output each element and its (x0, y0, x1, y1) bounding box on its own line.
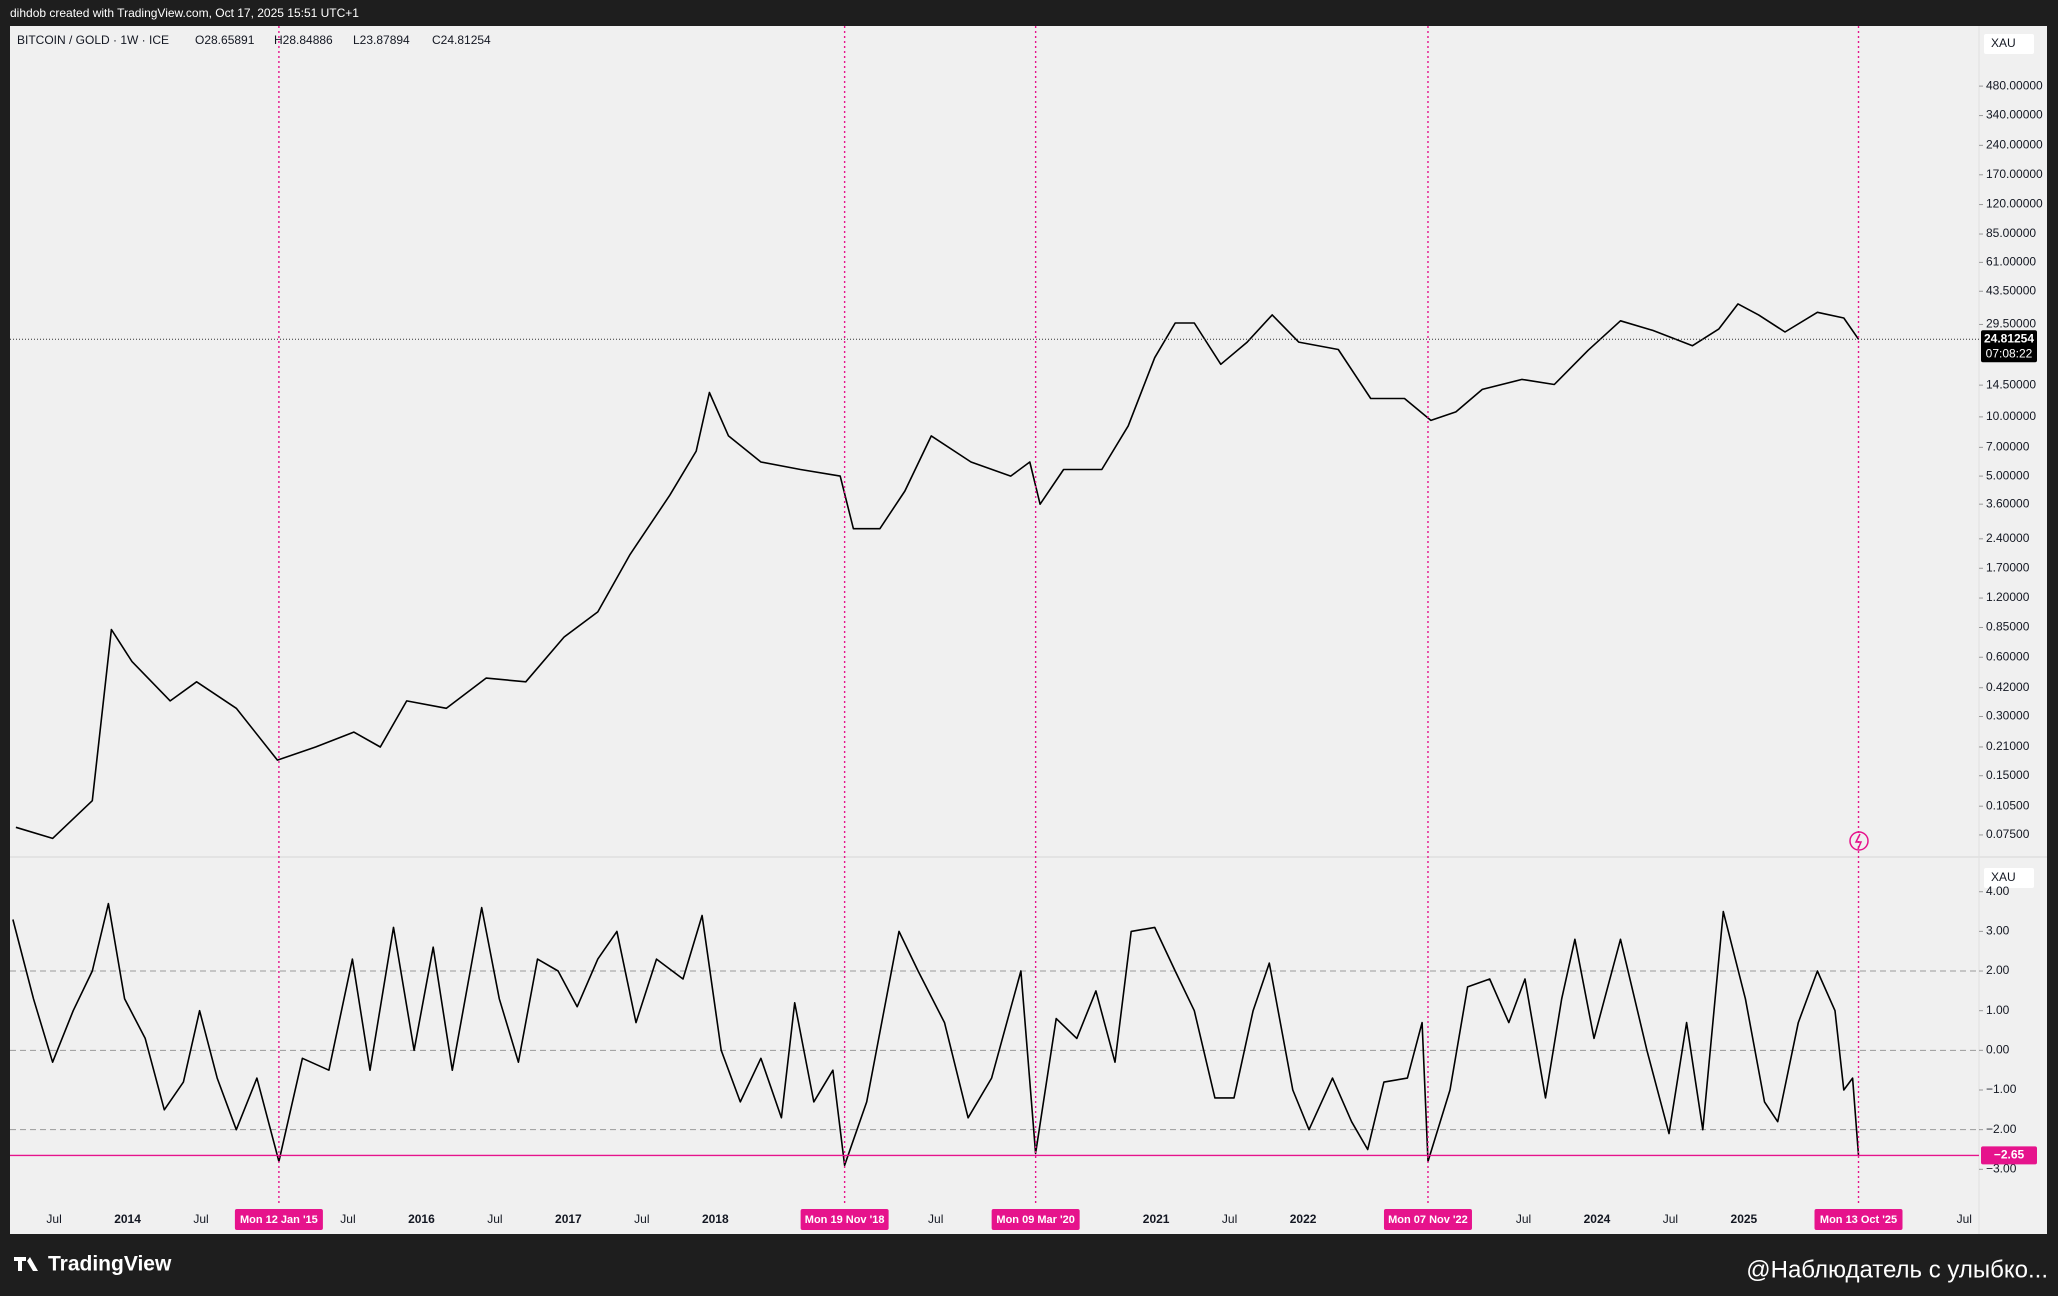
y-tick-label: −1.00 (1986, 1082, 2017, 1096)
x-tick-label: Jul (193, 1212, 208, 1226)
y-tick-label: 2.40000 (1986, 531, 2030, 545)
last-value-box (1981, 1146, 2037, 1165)
ohlc-value: C24.81254 (432, 33, 491, 47)
x-tick-label: 2025 (1731, 1212, 1758, 1226)
author: @Наблюдатель с улыбко... (1746, 1256, 2048, 1283)
y-tick-label: 0.15000 (1986, 768, 2030, 782)
x-tick-label: Jul (1516, 1212, 1531, 1226)
y-tick-label: 120.00000 (1986, 197, 2043, 211)
y-tick-label: 5.00000 (1986, 468, 2030, 482)
y-tick-label: 14.50000 (1986, 377, 2036, 391)
axis-unit-box (1984, 34, 2034, 54)
x-tick-label: Jul (1222, 1212, 1237, 1226)
date-marker-label: Mon 07 Nov '22 (1388, 1214, 1468, 1226)
x-tick-label: 2016 (408, 1212, 435, 1226)
y-tick-label: 0.42000 (1986, 680, 2030, 694)
axis-unit: XAU (1991, 36, 2016, 50)
y-tick-label: 61.00000 (1986, 255, 2036, 269)
header: dihdob created with TradingView.com, Oct… (10, 6, 359, 20)
date-marker-label: Mon 19 Nov '18 (805, 1214, 885, 1226)
y-tick-label: 29.50000 (1986, 317, 2036, 331)
x-tick-label: Jul (487, 1212, 502, 1226)
y-tick-label: 1.00 (1986, 1003, 2010, 1017)
y-tick-label: 1.70000 (1986, 560, 2030, 574)
x-tick-label: Jul (1663, 1212, 1678, 1226)
y-tick-label: 4.00 (1986, 884, 2010, 898)
y-tick-label: 170.00000 (1986, 167, 2043, 181)
axis-unit: XAU (1991, 870, 2016, 884)
ohlc-value: L23.87894 (353, 33, 410, 47)
y-tick-label: 7.00000 (1986, 440, 2030, 454)
x-tick-label: Jul (928, 1212, 943, 1226)
y-tick-label: 2.00 (1986, 963, 2010, 977)
chart-area (10, 26, 2047, 1234)
y-tick-label: 240.00000 (1986, 138, 2043, 152)
ohlc-value: H28.84886 (274, 33, 333, 47)
x-tick-label: 2014 (114, 1212, 141, 1226)
y-tick-label: 0.10500 (1986, 798, 2030, 812)
y-tick-label: 0.07500 (1986, 827, 2030, 841)
brand-logo (14, 1257, 38, 1271)
date-marker-box (234, 1209, 323, 1230)
x-tick-label: 2022 (1290, 1212, 1317, 1226)
y-tick-label: 10.00000 (1986, 409, 2036, 423)
last-value-box (1981, 330, 2037, 363)
x-tick-label: 2017 (555, 1212, 582, 1226)
x-tick-label: 2018 (702, 1212, 729, 1226)
y-tick-label: 340.00000 (1986, 108, 2043, 122)
y-tick-label: −3.00 (1986, 1161, 2017, 1175)
y-tick-label: 0.21000 (1986, 739, 2030, 753)
y-tick-label: 480.00000 (1986, 78, 2043, 92)
y-tick-label: −2.00 (1986, 1122, 2017, 1136)
y-tick-label: 0.60000 (1986, 649, 2030, 663)
x-tick-label: 2024 (1584, 1212, 1611, 1226)
last-value-label: −2.65 (1994, 1148, 2025, 1162)
brand: TradingView (48, 1253, 172, 1276)
x-tick-label: Jul (46, 1212, 61, 1226)
y-tick-label: 0.00 (1986, 1043, 2010, 1057)
x-tick-label: Jul (340, 1212, 355, 1226)
date-marker-box (991, 1209, 1080, 1230)
y-tick-label: 3.00 (1986, 924, 2010, 938)
axis-unit-box (1984, 868, 2034, 888)
y-tick-label: 0.30000 (1986, 709, 2030, 723)
series-line (12, 902, 1860, 1167)
y-tick-label: 0.85000 (1986, 620, 2030, 634)
date-marker-label: Mon 09 Mar '20 (996, 1214, 1074, 1226)
last-value-label: 24.81254 (1984, 331, 2034, 345)
chart-title: BITCOIN / GOLD · 1W · ICE (17, 33, 169, 47)
x-tick-label: Jul (1957, 1212, 1972, 1226)
date-marker-box (800, 1209, 889, 1230)
date-marker-box (1383, 1209, 1472, 1230)
x-tick-label: Jul (634, 1212, 649, 1226)
series-line (15, 303, 1860, 840)
date-marker-box (1814, 1209, 1903, 1230)
y-tick-label: 3.60000 (1986, 496, 2030, 510)
date-marker-label: Mon 12 Jan '15 (240, 1214, 318, 1226)
y-tick-label: 1.20000 (1986, 590, 2030, 604)
y-tick-label: 43.50000 (1986, 283, 2036, 297)
date-marker-label: Mon 13 Oct '25 (1820, 1214, 1897, 1226)
ohlc-value: O28.65891 (195, 33, 255, 47)
countdown: 07:08:22 (1986, 346, 2033, 360)
x-tick-label: 2021 (1143, 1212, 1170, 1226)
y-tick-label: 85.00000 (1986, 226, 2036, 240)
